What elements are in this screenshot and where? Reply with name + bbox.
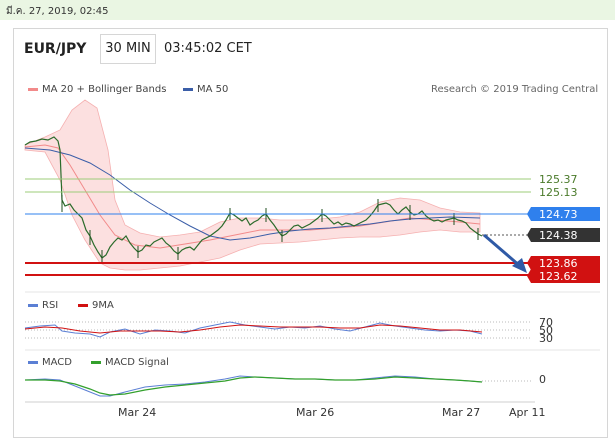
- legend-swatch: [183, 87, 193, 91]
- legend-swatch: [28, 360, 38, 364]
- price-label-124-38: 124.38: [539, 229, 578, 242]
- rsi-ma-line: [24, 324, 483, 334]
- legend-macd-signal: MACD Signal: [91, 357, 169, 368]
- price-label-123-86: 123.86: [539, 257, 578, 270]
- ma50-line: [24, 147, 481, 241]
- x-tick-mar-24: Mar 24: [118, 406, 156, 419]
- bollinger-band: [24, 99, 481, 271]
- rsi-label-70: 70: [539, 316, 553, 329]
- price-label-123-62: 123.62: [539, 270, 578, 283]
- legend-ma50: MA 50: [183, 84, 228, 95]
- rsi-label-50: 50: [539, 324, 553, 337]
- legend-swatch: [91, 360, 101, 364]
- price-label-124-73: 124.73: [539, 208, 578, 221]
- legend-swatch: [78, 303, 88, 307]
- legend-swatch: [28, 303, 38, 307]
- forecast-arrow-head: [512, 258, 527, 273]
- x-tick-mar-27: Mar 27: [442, 406, 480, 419]
- price-label-125-13: 125.13: [539, 186, 578, 199]
- x-tick-apr-11: Apr 11: [509, 406, 546, 419]
- legend-swatch: [28, 87, 38, 91]
- rsi-label-30: 30: [539, 332, 553, 345]
- chart-time: 03:45:02 CET: [164, 41, 252, 56]
- timestamp: มี.ค. 27, 2019, 02:45: [6, 6, 109, 17]
- macd-signal-line: [25, 376, 483, 396]
- price-badge-123-62: [527, 269, 600, 283]
- forecast-arrow: [483, 233, 521, 268]
- x-tick-mar-26: Mar 26: [296, 406, 334, 419]
- price-badge-123-86: [527, 256, 600, 270]
- legend-macd: MACD: [28, 357, 72, 368]
- macd-line: [24, 375, 483, 397]
- price-label-125-37: 125.37: [539, 173, 578, 186]
- timestamp-bar: มี.ค. 27, 2019, 02:45: [0, 0, 615, 20]
- timeframe-box[interactable]: 30 MIN: [100, 34, 156, 64]
- price-badge-124-73: [527, 207, 600, 221]
- legend-9ma: 9MA: [78, 300, 114, 311]
- macd-label-0: 0: [539, 373, 546, 386]
- price-badge-124-38: [527, 228, 600, 242]
- legend-rsi: RSI: [28, 300, 58, 311]
- price-series: [24, 136, 483, 259]
- research-credit: Research © 2019 Trading Central: [431, 84, 599, 95]
- legend-ma20: MA 20 + Bollinger Bands: [28, 84, 166, 95]
- candle-wicks: [61, 195, 479, 264]
- timeframe-label: 30 MIN: [105, 41, 151, 56]
- symbol-label[interactable]: EUR/JPY: [24, 41, 87, 57]
